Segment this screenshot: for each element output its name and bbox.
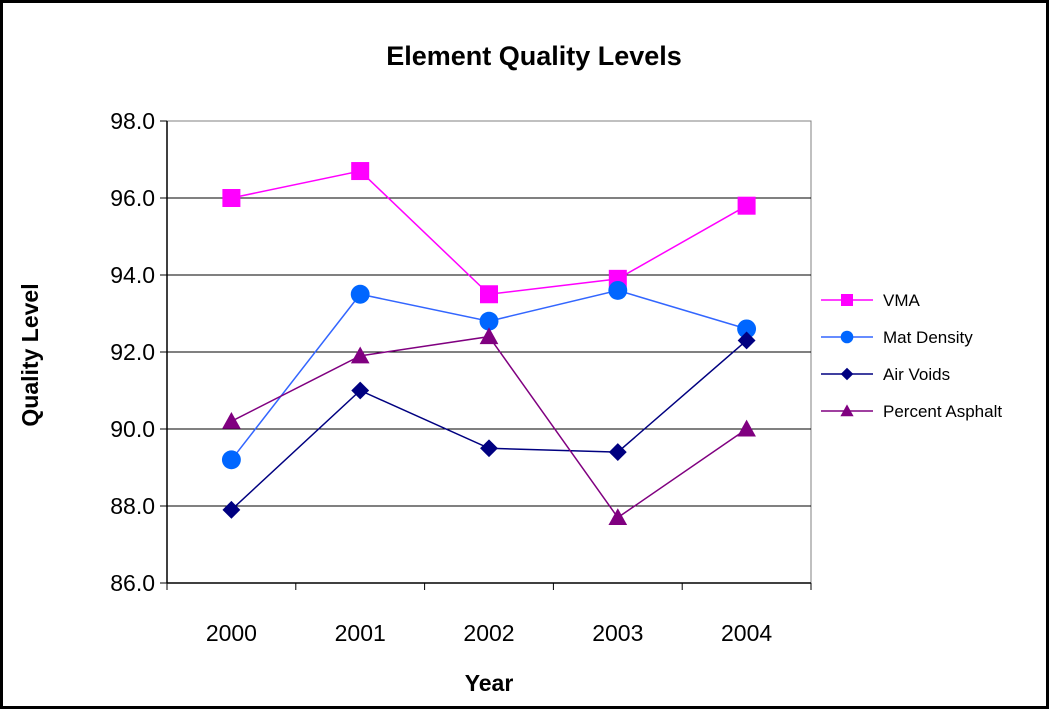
data-point-percent-asphalt (737, 419, 756, 437)
y-tick-label: 94.0 (110, 262, 155, 288)
legend-marker-mat-density (840, 330, 854, 344)
data-point-mat-density (737, 319, 757, 339)
data-point-vma (222, 189, 241, 207)
x-tick-label: 2004 (721, 620, 772, 646)
legend-label-air-voids: Air Voids (883, 365, 950, 384)
y-tick-label: 92.0 (110, 339, 155, 365)
data-point-air-voids (351, 381, 370, 400)
data-point-air-voids (737, 331, 756, 350)
data-point-air-voids (222, 500, 241, 519)
data-point-mat-density (479, 311, 499, 331)
x-tick-label: 2003 (592, 620, 643, 646)
legend-marker-air-voids (840, 367, 854, 381)
legend-label-percent-asphalt: Percent Asphalt (883, 402, 1002, 421)
chart-title: Element Quality Levels (386, 41, 682, 71)
y-tick-label: 86.0 (110, 570, 155, 596)
data-point-percent-asphalt (608, 508, 628, 526)
y-tick-label: 90.0 (110, 416, 155, 442)
legend-label-mat-density: Mat Density (883, 328, 973, 347)
data-point-percent-asphalt (350, 346, 370, 364)
legend-marker-vma (841, 294, 853, 306)
data-point-air-voids (608, 443, 627, 462)
data-point-percent-asphalt (479, 327, 499, 345)
data-point-air-voids (480, 439, 498, 458)
data-point-mat-density (221, 450, 241, 470)
data-point-vma (480, 285, 498, 304)
data-point-mat-density (608, 280, 628, 300)
x-axis-title: Year (465, 670, 514, 696)
legend-marker-percent-asphalt (840, 404, 854, 417)
plot-area: 86.0 88.0 90.0 92.0 94.0 96.0 98.0 2000 2001 2002… (110, 108, 812, 646)
x-tick-label: 2000 (206, 620, 257, 646)
y-tick-label: 96.0 (110, 185, 155, 211)
x-tick-label: 2001 (335, 620, 386, 646)
line-chart: Element Quality Levels 86.0 88.0 90.0 92.0 9… (17, 41, 1002, 696)
y-tick-label: 98.0 (110, 108, 155, 134)
y-axis-title: Quality Level (17, 283, 43, 426)
legend-label-vma: VMA (883, 291, 921, 310)
legend: VMA Mat Density Air Voids Percent Asphalt (821, 291, 1002, 421)
data-point-vma (737, 196, 756, 215)
y-tick-label: 88.0 (110, 493, 155, 519)
data-point-vma (351, 162, 370, 181)
data-point-percent-asphalt (222, 411, 241, 429)
x-tick-label: 2002 (463, 620, 514, 646)
data-point-mat-density (350, 284, 370, 304)
